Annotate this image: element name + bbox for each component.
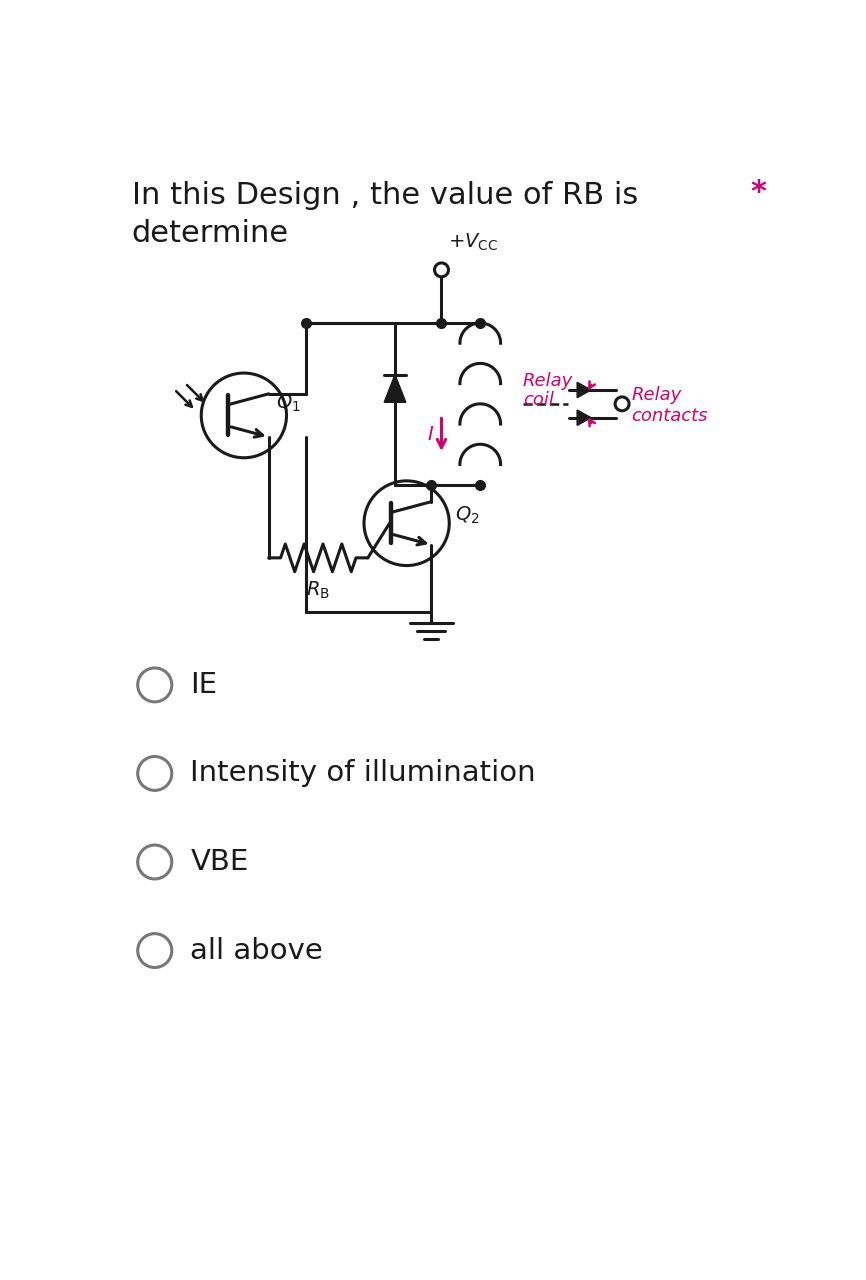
Text: VBE: VBE bbox=[191, 847, 249, 876]
Text: coil: coil bbox=[523, 390, 553, 410]
Text: *: * bbox=[750, 178, 766, 207]
Text: $+V_{\mathrm{CC}}$: $+V_{\mathrm{CC}}$ bbox=[448, 232, 498, 253]
Polygon shape bbox=[577, 383, 591, 398]
Text: determine: determine bbox=[132, 219, 288, 248]
Text: IE: IE bbox=[191, 671, 217, 699]
Text: contacts: contacts bbox=[631, 407, 708, 425]
Text: $I$: $I$ bbox=[427, 425, 434, 444]
Text: $R_{\mathrm{B}}$: $R_{\mathrm{B}}$ bbox=[307, 580, 330, 600]
Polygon shape bbox=[385, 375, 406, 402]
Text: In this Design , the value of RB is: In this Design , the value of RB is bbox=[132, 180, 637, 210]
Text: Relay: Relay bbox=[631, 385, 682, 403]
Polygon shape bbox=[577, 410, 591, 425]
Text: Relay: Relay bbox=[523, 371, 573, 389]
Text: all above: all above bbox=[191, 937, 323, 965]
Text: $Q_1$: $Q_1$ bbox=[276, 393, 301, 415]
Text: $Q_2$: $Q_2$ bbox=[455, 504, 479, 526]
Text: Intensity of illumination: Intensity of illumination bbox=[191, 759, 536, 787]
